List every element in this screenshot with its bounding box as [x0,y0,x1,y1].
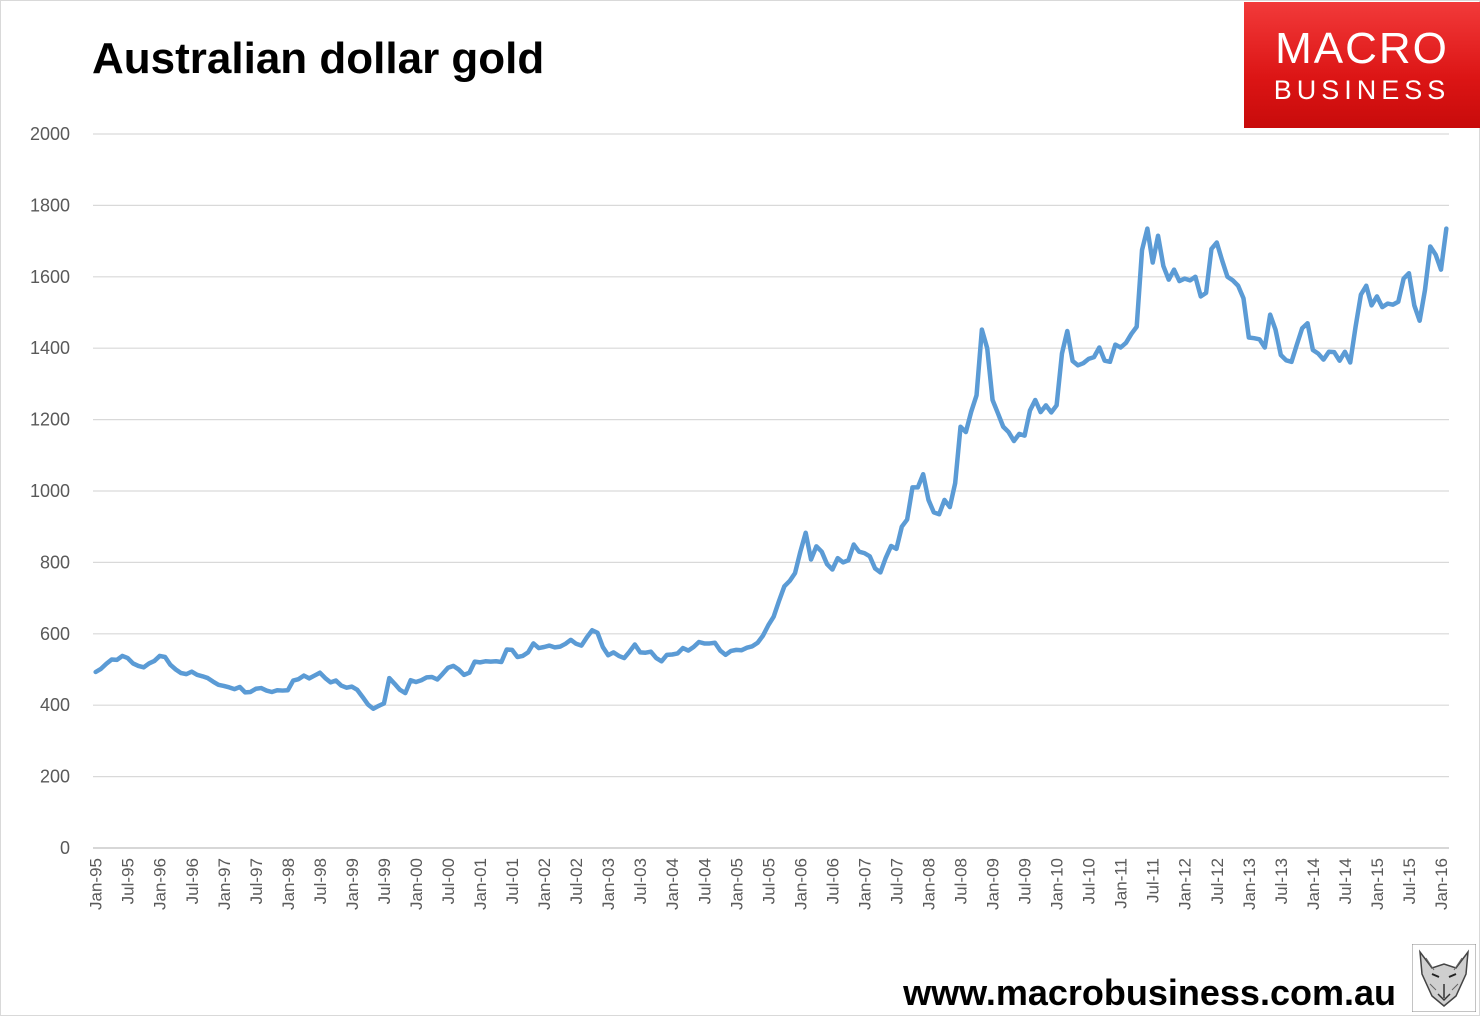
x-tick-label: Jul-09 [1016,858,1035,904]
y-tick-label: 0 [60,838,70,858]
x-tick-label: Jan-97 [215,858,234,910]
x-tick-label: Jan-99 [343,858,362,910]
y-tick-label: 400 [40,695,70,715]
x-tick-label: Jan-13 [1240,858,1259,910]
y-tick-label: 1800 [30,195,70,215]
y-tick-label: 200 [40,767,70,787]
x-tick-label: Jul-97 [247,858,266,904]
y-tick-label: 600 [40,624,70,644]
x-tick-label: Jul-03 [631,858,650,904]
x-tick-label: Jan-16 [1432,858,1451,910]
x-tick-label: Jul-01 [503,858,522,904]
y-tick-label: 800 [40,552,70,572]
x-tick-label: Jul-12 [1208,858,1227,904]
logo-line-2: BUSINESS [1273,75,1451,105]
x-tick-label: Jan-02 [535,858,554,910]
y-tick-label: 1000 [30,481,70,501]
x-tick-label: Jul-96 [183,858,202,904]
logo-line-1: MACRO [1275,24,1449,73]
x-tick-label: Jul-13 [1272,858,1291,904]
x-tick-label: Jul-07 [887,858,906,904]
x-tick-label: Jul-05 [759,858,778,904]
x-tick-label: Jan-04 [663,858,682,910]
x-tick-label: Jul-04 [695,858,714,904]
x-tick-label: Jul-10 [1080,858,1099,904]
fox-logo-icon [1412,944,1476,1012]
x-tick-label: Jul-06 [823,858,842,904]
x-tick-label: Jan-95 [87,858,106,910]
macrobusiness-logo[interactable]: MACRO BUSINESS [1244,2,1480,128]
x-tick-label: Jul-99 [375,858,394,904]
series-line-aud-gold [93,226,1449,712]
x-tick-label: Jul-08 [952,858,971,904]
x-tick-label: Jan-05 [727,858,746,910]
x-tick-label: Jan-96 [151,858,170,910]
x-tick-label: Jul-02 [567,858,586,904]
x-tick-label: Jul-95 [119,858,138,904]
y-tick-label: 1600 [30,267,70,287]
y-tick-label: 1200 [30,410,70,430]
x-tick-label: Jan-15 [1368,858,1387,910]
x-tick-label: Jul-98 [311,858,330,904]
x-tick-label: Jan-00 [407,858,426,910]
y-tick-label: 1400 [30,338,70,358]
chart-title: Australian dollar gold [92,34,545,83]
x-tick-label: Jul-11 [1144,858,1163,903]
x-tick-label: Jan-07 [855,858,874,910]
x-tick-label: Jan-01 [471,858,490,910]
x-tick-label: Jan-03 [599,858,618,910]
x-tick-label: Jan-11 [1112,858,1131,909]
x-tick-label: Jan-06 [791,858,810,910]
y-axis-ticks: 0 200 400 600 800 1000 1200 1400 1600 1800 2000 [30,124,70,858]
x-tick-label: Jan-09 [984,858,1003,910]
x-tick-label: Jul-00 [439,858,458,904]
website-url[interactable]: www.macrobusiness.com.au [903,972,1396,1013]
y-tick-label: 2000 [30,124,70,144]
gridlines [93,133,1449,849]
x-tick-label: Jul-14 [1336,858,1355,904]
x-tick-label: Jul-15 [1400,858,1419,904]
x-axis-ticks: Jan-95 Jul-95 Jan-96 Jul-96 Jan-97 Jul-97 Jan-… [87,858,1451,910]
x-tick-label: Jan-12 [1176,858,1195,910]
x-tick-label: Jan-14 [1304,858,1323,910]
x-tick-label: Jan-10 [1048,858,1067,910]
x-tick-label: Jan-08 [919,858,938,910]
x-tick-label: Jan-98 [279,858,298,910]
